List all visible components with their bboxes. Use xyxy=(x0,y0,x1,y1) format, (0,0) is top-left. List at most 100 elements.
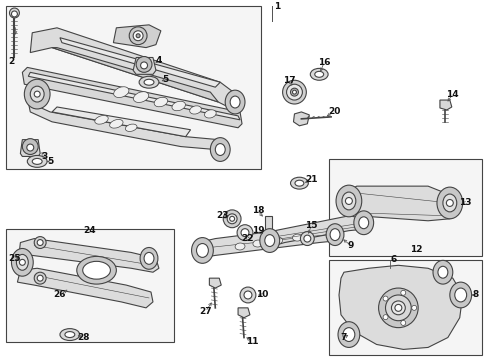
Text: 11: 11 xyxy=(245,337,258,346)
Text: 18: 18 xyxy=(251,206,264,215)
Text: 25: 25 xyxy=(8,254,20,263)
Circle shape xyxy=(229,216,234,221)
Circle shape xyxy=(290,88,298,96)
Polygon shape xyxy=(52,48,218,102)
Text: 8: 8 xyxy=(471,291,478,300)
Ellipse shape xyxy=(30,86,44,102)
Text: 16: 16 xyxy=(317,58,330,67)
Ellipse shape xyxy=(140,247,158,269)
Polygon shape xyxy=(22,67,242,128)
Ellipse shape xyxy=(204,110,216,118)
Text: 5: 5 xyxy=(47,157,53,166)
Polygon shape xyxy=(264,216,368,248)
Ellipse shape xyxy=(144,252,154,264)
Ellipse shape xyxy=(17,255,28,270)
Circle shape xyxy=(129,27,147,45)
Ellipse shape xyxy=(82,261,110,279)
Ellipse shape xyxy=(314,71,323,77)
Ellipse shape xyxy=(225,90,244,114)
Text: 21: 21 xyxy=(305,175,317,184)
Polygon shape xyxy=(198,226,338,258)
Circle shape xyxy=(292,90,296,94)
Ellipse shape xyxy=(432,260,452,284)
Polygon shape xyxy=(338,265,462,350)
Ellipse shape xyxy=(436,187,462,219)
Circle shape xyxy=(286,84,302,100)
Polygon shape xyxy=(238,308,249,318)
Polygon shape xyxy=(209,278,221,288)
Circle shape xyxy=(241,229,248,237)
Circle shape xyxy=(240,287,255,303)
Text: 1: 1 xyxy=(273,2,279,11)
Ellipse shape xyxy=(329,229,339,240)
Polygon shape xyxy=(264,216,271,231)
Text: 24: 24 xyxy=(83,226,96,235)
Polygon shape xyxy=(113,25,161,48)
Bar xyxy=(328,260,482,355)
Circle shape xyxy=(300,231,314,246)
Text: 5: 5 xyxy=(163,75,169,84)
Bar xyxy=(328,159,482,256)
Text: 13: 13 xyxy=(458,198,471,207)
Ellipse shape xyxy=(292,234,302,241)
Text: 9: 9 xyxy=(347,241,353,250)
Ellipse shape xyxy=(358,217,368,229)
Bar xyxy=(5,6,260,169)
Text: 28: 28 xyxy=(77,333,90,342)
Polygon shape xyxy=(30,28,240,112)
Text: 7: 7 xyxy=(340,333,346,342)
Text: 19: 19 xyxy=(251,226,264,235)
Text: 17: 17 xyxy=(283,76,295,85)
Ellipse shape xyxy=(454,288,466,302)
Circle shape xyxy=(391,301,405,315)
Ellipse shape xyxy=(27,156,47,167)
Polygon shape xyxy=(18,268,153,308)
Circle shape xyxy=(11,11,18,17)
Circle shape xyxy=(378,288,417,328)
Text: 23: 23 xyxy=(216,211,228,220)
Ellipse shape xyxy=(437,266,447,278)
Ellipse shape xyxy=(172,101,185,111)
Ellipse shape xyxy=(32,158,42,165)
Ellipse shape xyxy=(210,138,230,161)
Ellipse shape xyxy=(449,282,470,308)
Circle shape xyxy=(282,80,305,104)
Ellipse shape xyxy=(109,120,123,128)
Text: 2: 2 xyxy=(8,58,15,67)
Circle shape xyxy=(9,8,20,18)
Ellipse shape xyxy=(144,79,154,85)
Ellipse shape xyxy=(154,97,167,107)
Ellipse shape xyxy=(337,322,359,347)
Polygon shape xyxy=(343,186,455,221)
Ellipse shape xyxy=(325,224,343,246)
Circle shape xyxy=(382,296,387,301)
Ellipse shape xyxy=(77,256,116,284)
Circle shape xyxy=(20,259,25,265)
Polygon shape xyxy=(133,58,156,74)
Polygon shape xyxy=(60,38,220,87)
Circle shape xyxy=(133,31,143,41)
Text: 14: 14 xyxy=(446,90,458,99)
Ellipse shape xyxy=(191,238,213,263)
Text: 4: 4 xyxy=(155,56,162,65)
Ellipse shape xyxy=(341,192,355,210)
Circle shape xyxy=(303,235,310,242)
Circle shape xyxy=(446,199,452,206)
Polygon shape xyxy=(293,112,309,126)
Ellipse shape xyxy=(442,194,456,212)
Text: 22: 22 xyxy=(241,234,254,243)
Polygon shape xyxy=(28,102,218,149)
Ellipse shape xyxy=(65,332,75,338)
Ellipse shape xyxy=(11,248,33,276)
Text: 6: 6 xyxy=(389,255,396,264)
Ellipse shape xyxy=(113,87,129,98)
Polygon shape xyxy=(439,100,451,110)
Ellipse shape xyxy=(60,329,80,341)
Ellipse shape xyxy=(133,92,148,103)
Circle shape xyxy=(34,91,40,97)
Circle shape xyxy=(382,315,387,320)
Ellipse shape xyxy=(252,240,262,247)
Circle shape xyxy=(400,320,405,325)
Polygon shape xyxy=(28,72,240,120)
Circle shape xyxy=(244,291,251,299)
